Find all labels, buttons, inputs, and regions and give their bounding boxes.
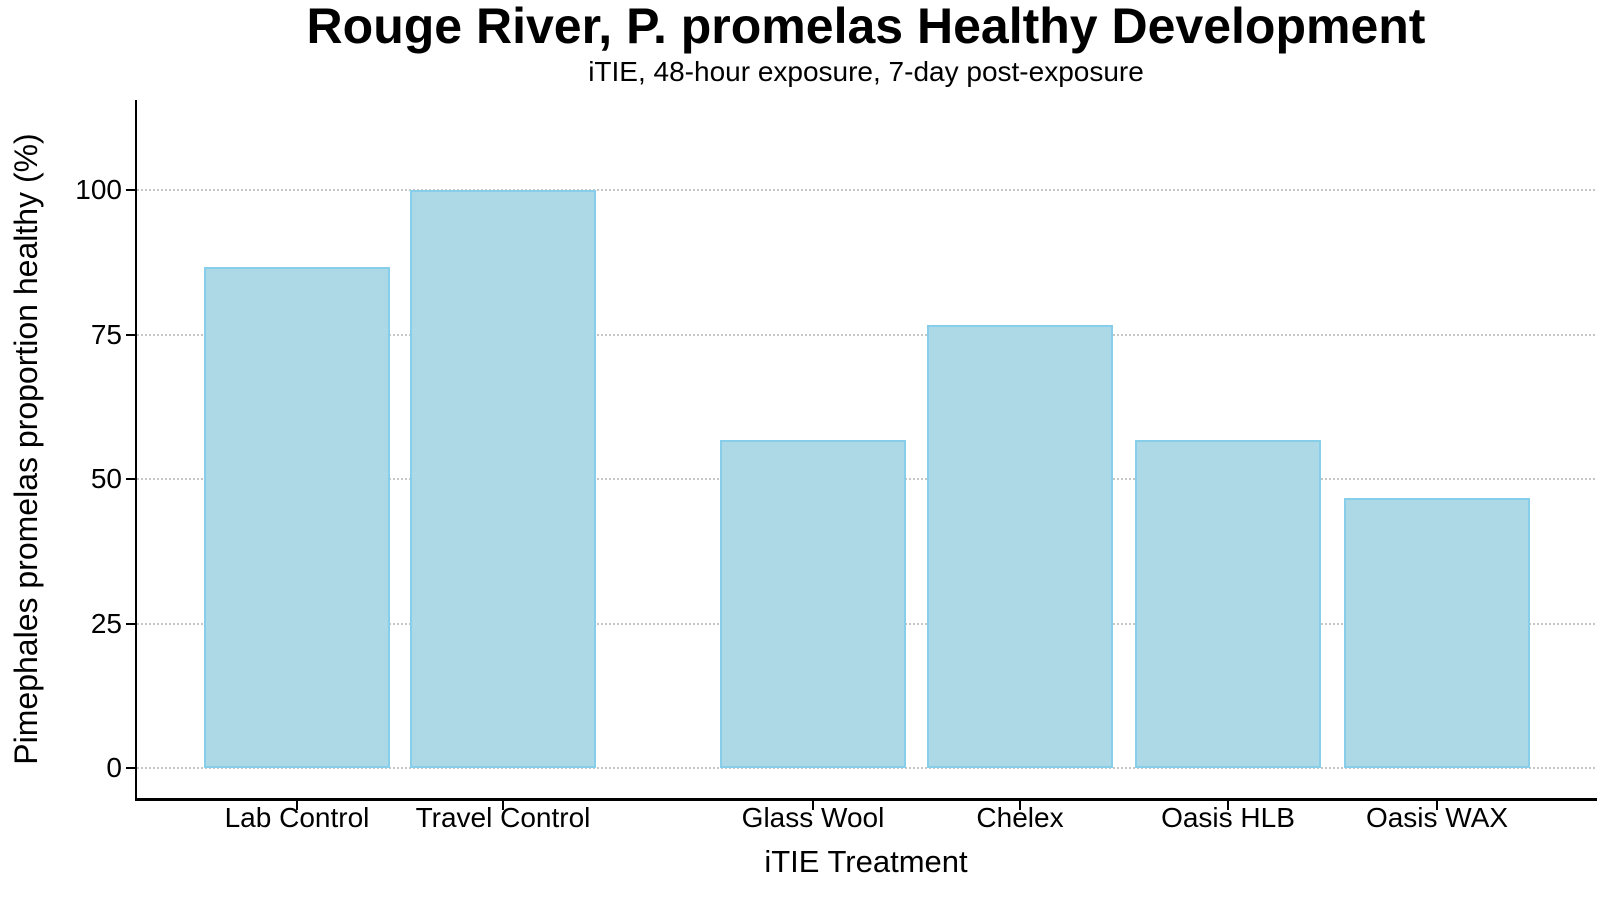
x-tick-mark-oasis-wax [1436,798,1438,810]
bar-glass-wool [720,440,906,768]
bar-chelex [927,324,1113,768]
x-tick-label-chelex: Chelex [976,802,1064,833]
gridline-0 [137,767,1595,769]
x-axis-title: iTIE Treatment [764,844,968,879]
bar-oasis-wax [1344,498,1530,768]
y-tick-mark-25 [126,622,136,625]
y-tick-mark-75 [126,333,136,336]
x-tick-label-oasis-wax: Oasis WAX [1365,802,1509,833]
gridline-100 [137,189,1595,191]
y-tick-mark-50 [126,478,136,480]
x-tick-mark-lab-control [296,798,298,810]
gridline-75 [137,333,1595,336]
x-tick-label-glass-wool: Glass Wool [741,802,885,833]
bar-oasis-hlb [1135,440,1321,768]
y-tick-label-50: 50 [90,463,122,494]
bar-travel-control [410,190,596,768]
y-tick-mark-100 [126,189,136,191]
x-tick-label-lab-control: Lab Control [224,802,370,833]
y-tick-label-0: 0 [106,752,122,783]
x-tick-mark-travel-control [502,798,504,810]
y-axis-line [135,100,137,801]
y-tick-mark-0 [126,767,136,769]
x-axis-line [135,798,1597,801]
x-tick-mark-glass-wool [812,798,814,810]
y-tick-label-100: 100 [75,174,122,205]
x-tick-mark-oasis-hlb [1227,798,1229,810]
x-tick-label-travel-control: Travel Control [415,802,591,833]
x-tick-label-oasis-hlb: Oasis HLB [1161,802,1295,833]
chart-title: Rouge River, P. promelas Healthy Develop… [306,0,1426,54]
chart-subtitle: iTIE, 48-hour exposure, 7-day post-expos… [588,56,1144,87]
y-tick-label-75: 75 [90,318,122,350]
y-axis-title: Pimephales promelas proportion healthy (… [8,133,44,765]
y-tick-label-25: 25 [90,607,122,639]
x-tick-mark-chelex [1019,798,1021,810]
bar-lab-control [204,266,390,768]
